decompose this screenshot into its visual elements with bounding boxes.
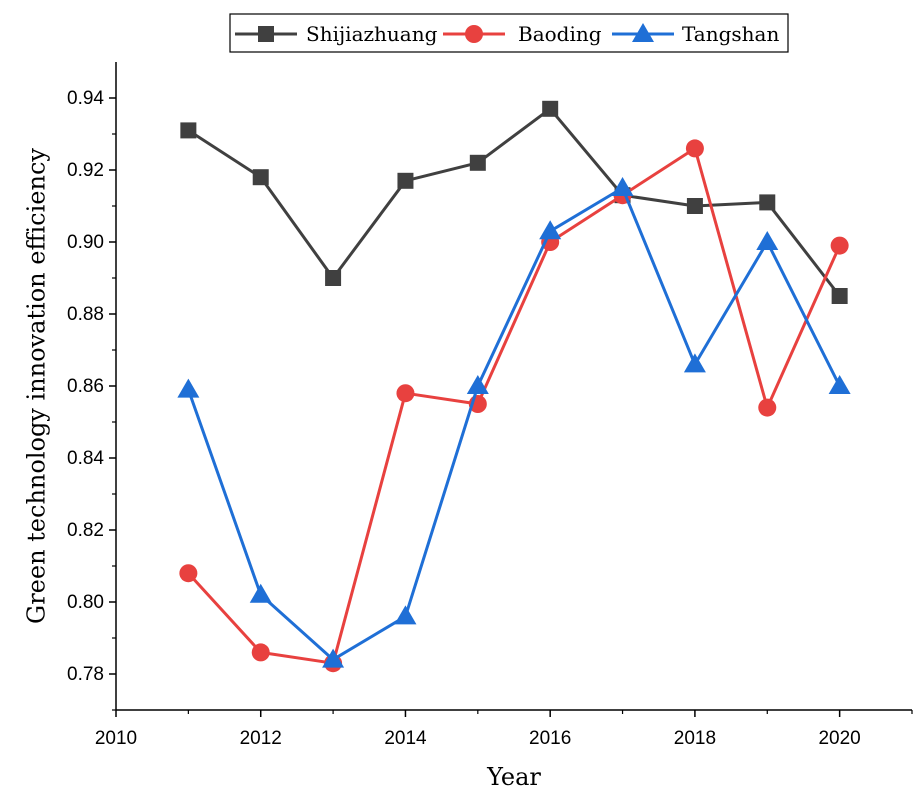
data-point-tangshan — [828, 375, 851, 394]
legend-marker-shijiazhuang — [258, 26, 274, 42]
legend-label-tangshan: Tangshan — [682, 22, 779, 46]
y-tick-label: 0.84 — [67, 448, 104, 469]
y-tick-label: 0.88 — [67, 304, 104, 325]
data-point-tangshan — [466, 375, 489, 394]
data-point-shijiazhuang — [759, 194, 776, 211]
data-point-tangshan — [322, 648, 345, 668]
series-baoding — [179, 139, 849, 673]
legend-marker-tangshan — [632, 23, 654, 42]
data-point-shijiazhuang — [542, 100, 559, 117]
data-point-baoding — [251, 643, 270, 662]
data-point-baoding — [758, 398, 777, 417]
series-shijiazhuang — [180, 100, 848, 304]
legend-marker-baoding — [465, 25, 483, 43]
data-point-baoding — [179, 564, 198, 583]
data-point-tangshan — [683, 353, 706, 373]
data-point-baoding — [396, 384, 415, 403]
data-point-tangshan — [756, 231, 779, 250]
series-line-shijiazhuang — [187, 107, 841, 297]
y-tick-label: 0.82 — [67, 520, 104, 541]
y-tick-label: 0.86 — [67, 376, 104, 397]
x-tick-label: 2020 — [818, 728, 860, 749]
legend-label-shijiazhuang: Shijiazhuang — [306, 22, 438, 46]
x-tick-label: 2016 — [529, 728, 571, 749]
data-point-tangshan — [394, 605, 417, 625]
data-point-tangshan — [177, 378, 200, 398]
y-tick-label: 0.80 — [67, 592, 104, 613]
data-point-shijiazhuang — [325, 270, 342, 286]
x-axis-title: Year — [486, 763, 541, 791]
data-point-shijiazhuang — [252, 169, 269, 186]
x-tick-label: 2010 — [95, 728, 137, 749]
legend-label-baoding: Baoding — [518, 22, 602, 46]
y-tick-label: 0.90 — [67, 232, 104, 253]
data-point-shijiazhuang — [831, 288, 848, 304]
legend-box — [229, 13, 789, 53]
series-line-baoding — [187, 146, 842, 665]
legend: Shijiazhuang Baoding Tangshan — [229, 13, 789, 53]
data-point-baoding — [830, 236, 849, 255]
y-tick-label: 0.78 — [67, 664, 104, 685]
y-ticks: 0.78 0.80 0.82 0.84 0.86 0.88 0.90 0.92 0.94 — [67, 88, 116, 711]
x-tick-label: 2012 — [240, 728, 282, 749]
data-point-tangshan — [539, 220, 562, 240]
y-axis-title: Green technology innovation efficiency — [23, 148, 51, 624]
data-point-shijiazhuang — [686, 198, 703, 214]
data-point-shijiazhuang — [397, 172, 414, 189]
data-point-tangshan — [611, 177, 634, 196]
y-tick-label: 0.94 — [67, 88, 104, 109]
series-line-tangshan — [186, 186, 841, 662]
data-point-baoding — [685, 139, 704, 158]
data-point-tangshan — [249, 583, 272, 603]
data-point-shijiazhuang — [180, 122, 197, 139]
x-tick-label: 2018 — [674, 728, 716, 749]
data-point-shijiazhuang — [469, 154, 486, 171]
series-tangshan — [177, 177, 851, 668]
series-layer — [177, 100, 851, 673]
x-ticks: 2010 2012 2014 2016 2018 2020 — [95, 710, 913, 749]
y-tick-label: 0.92 — [67, 160, 104, 181]
x-tick-label: 2014 — [384, 728, 427, 749]
